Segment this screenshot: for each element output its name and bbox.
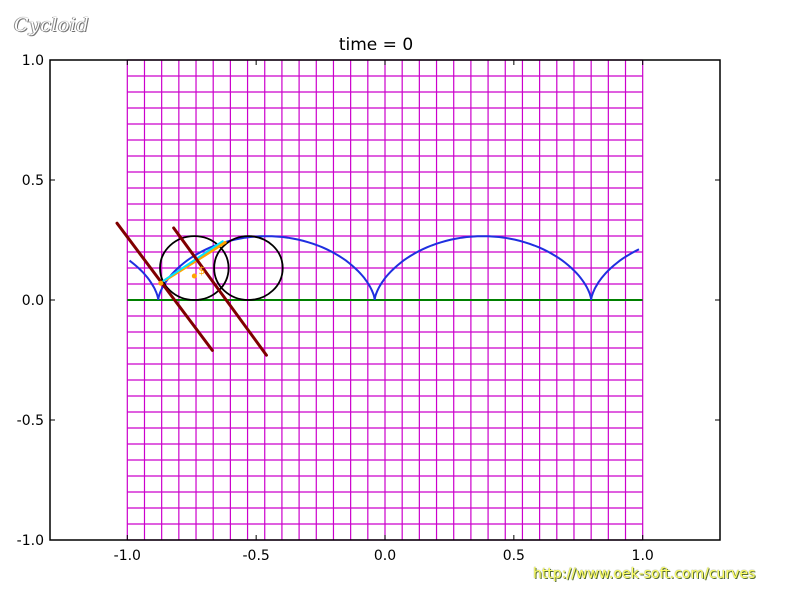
rolling-circle	[159, 235, 230, 301]
point-marker	[191, 273, 197, 279]
line-segment	[115, 221, 214, 352]
point-label: $	[198, 264, 205, 277]
x-tick-label: -0.5	[242, 548, 269, 564]
y-tick-label: -1.0	[17, 533, 44, 549]
x-tick-label: 0.0	[374, 548, 396, 564]
y-tick-label: -0.5	[17, 413, 44, 429]
point-marker	[158, 280, 164, 286]
x-tick-label: 0.5	[503, 548, 525, 564]
x-tick-label: 1.0	[632, 548, 654, 564]
y-tick-label: 1.0	[22, 53, 44, 69]
line-segment	[162, 240, 224, 282]
chart-title: time = 0	[339, 35, 413, 55]
ticks: -1.0 -0.5 0.0 0.5 1.0 1.0 0.5 0.0 -0.5 -1.0	[17, 53, 720, 564]
logo-text: Cycloid	[14, 14, 90, 36]
y-tick-label: 0.0	[22, 293, 44, 309]
source-url: http://www.oek-soft.com/curves	[533, 566, 756, 582]
x-tick-label: -1.0	[114, 548, 141, 564]
curves: $	[115, 221, 643, 357]
rolling-circle	[213, 235, 284, 301]
y-tick-label: 0.5	[22, 173, 44, 189]
line-segment	[172, 226, 268, 357]
